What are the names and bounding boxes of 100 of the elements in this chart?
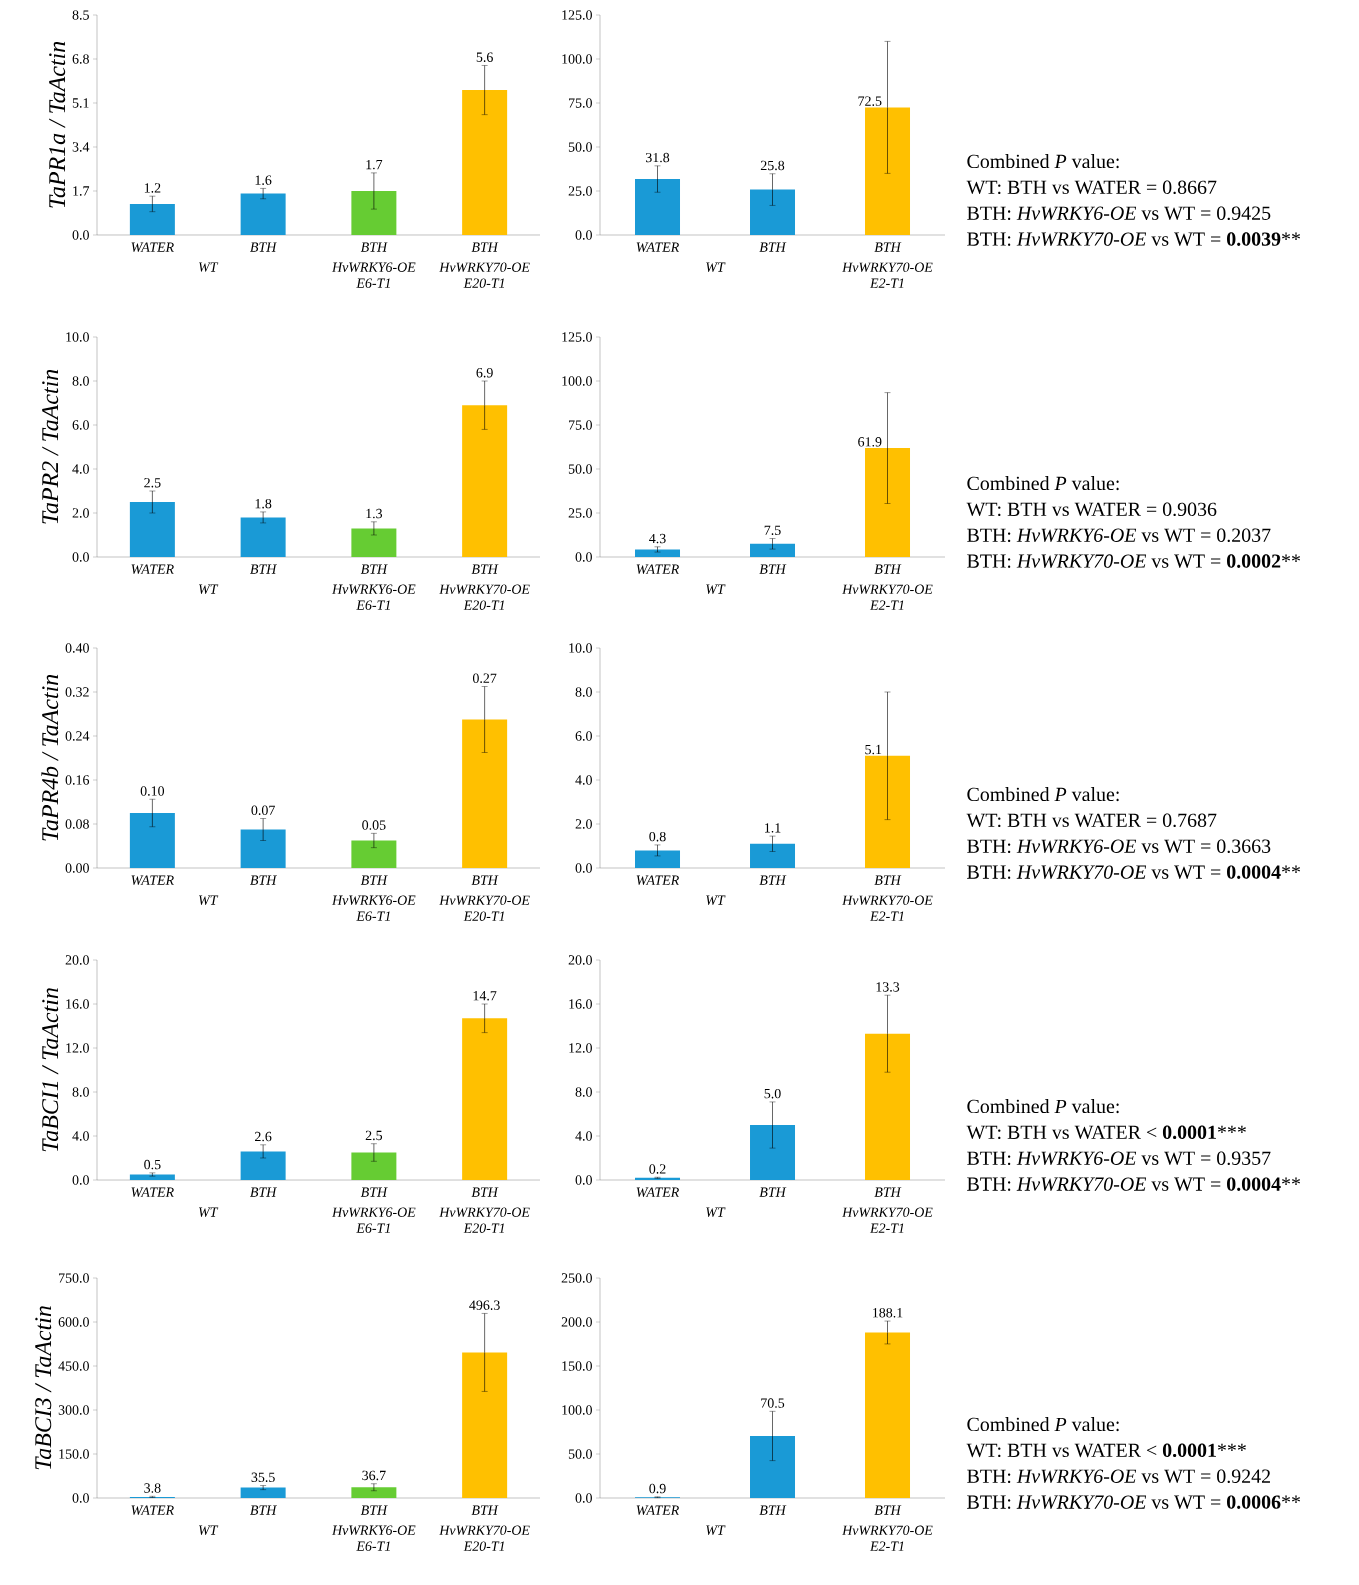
y-tick-label: 0.0 — [575, 552, 592, 562]
y-tick-label: 0.40 — [65, 643, 89, 653]
bar — [351, 191, 397, 235]
y-tick-label: 0.0 — [72, 552, 89, 562]
text: BTH: HvWRKY6-OE vs WT = 0.2037 — [967, 528, 1271, 543]
bar — [462, 719, 508, 869]
y-tick-label: 0.0 — [575, 1175, 592, 1185]
data-label: 3.8 — [144, 1483, 161, 1493]
bar — [750, 189, 796, 235]
x-tick-label: BTH — [471, 1187, 499, 1197]
y-tick-label: 20.0 — [568, 955, 592, 965]
data-label: 0.5 — [144, 1159, 161, 1170]
y-tick-label: 0.0 — [575, 863, 592, 873]
text: WT: BTH vs WATER = 0.7687 — [966, 813, 1217, 828]
text: HvWRKY70-OE E20-T1 — [439, 262, 530, 288]
x-tick-label: BTH — [360, 242, 388, 252]
text: BTH: HvWRKY70-OE vs WT = 0.0039** — [967, 232, 1301, 246]
data-label: 1.2 — [144, 183, 161, 193]
x-tick-label: BTH — [759, 564, 787, 574]
data-label: 36.7 — [362, 1470, 386, 1481]
bar — [462, 90, 508, 235]
x-tick-label: BTH — [759, 1187, 787, 1197]
data-label: 0.10 — [140, 786, 165, 796]
data-label: 35.5 — [251, 1472, 275, 1483]
bar — [750, 543, 796, 558]
text: HvWRKY6-OE E6-T1 — [331, 1207, 416, 1233]
x-tick-label: BTH — [360, 1505, 388, 1515]
y-tick-label: 5.1 — [72, 98, 89, 108]
text: WT: BTH vs WATER < 0.0001*** — [966, 1443, 1246, 1458]
x-tick-label: WATER — [131, 564, 174, 574]
text: Combined P value: — [967, 154, 1119, 169]
data-label: 1.7 — [366, 159, 383, 170]
bar — [635, 850, 681, 869]
y-tick-label: 25.0 — [568, 186, 592, 196]
data-label: 31.8 — [645, 152, 670, 163]
x-tick-label: WATER — [636, 1505, 680, 1515]
x-tick-label: WATER — [636, 242, 680, 252]
x-tick-label: BTH — [250, 1187, 277, 1197]
y-tick-label: 150.0 — [59, 1449, 89, 1459]
text: HvWRKY70-OE E20-T1 — [439, 1525, 530, 1551]
y-tick-label: 4.0 — [72, 464, 89, 474]
text: HvWRKY70-OE E2-T1 — [842, 1207, 933, 1233]
text: HvWRKY70-OE E2-T1 — [842, 262, 933, 288]
text: Combined P value: — [967, 1417, 1119, 1432]
x-tick-label: WATER — [636, 564, 680, 574]
data-label: 5.6 — [476, 52, 493, 62]
y-axis-title: TaPR1a / TaActin — [49, 41, 66, 208]
y-axis-title: TaBCI3 / TaActin — [35, 1306, 52, 1470]
y-tick-label: 8.0 — [72, 1087, 89, 1097]
data-label: 5.0 — [764, 1088, 781, 1099]
text: Combined P value: — [967, 1099, 1119, 1114]
bar — [240, 829, 286, 869]
x-tick-label: WATER — [131, 875, 174, 885]
data-label: 61.9 — [858, 437, 882, 447]
data-label: 188.1 — [873, 1308, 903, 1318]
text: BTH: HvWRKY70-OE vs WT = 0.0002** — [967, 554, 1301, 568]
y-tick-label: 10.0 — [569, 643, 592, 653]
y-tick-label: 4.0 — [575, 775, 592, 785]
x-tick-label: WATER — [131, 1187, 174, 1197]
text: WT — [706, 262, 726, 272]
y-axis-title: TaPR2 / TaActin — [42, 369, 59, 524]
data-label: 0.05 — [362, 820, 386, 830]
x-tick-label: BTH — [250, 875, 277, 885]
y-tick-label: 4.0 — [575, 1131, 592, 1141]
text: HvWRKY6-OE E6-T1 — [331, 584, 416, 610]
text: BTH: HvWRKY6-OE vs WT = 0.3663 — [967, 839, 1271, 854]
text: HvWRKY70-OE E20-T1 — [439, 584, 530, 610]
y-axis-title: TaPR4b / TaActin — [41, 674, 59, 841]
y-tick-label: 200.0 — [561, 1317, 592, 1327]
x-tick-label: WATER — [636, 875, 680, 885]
y-tick-label: 75.0 — [569, 420, 592, 430]
text: WT — [198, 1207, 219, 1217]
x-tick-label: BTH — [874, 242, 902, 252]
y-tick-label: 100.0 — [562, 376, 592, 386]
text: HvWRKY6-OE E6-T1 — [331, 895, 416, 921]
x-tick-label: BTH — [471, 564, 499, 574]
y-tick-label: 16.0 — [66, 999, 89, 1009]
data-label: 0.07 — [251, 805, 275, 815]
bar — [750, 843, 796, 869]
text: WT: BTH vs WATER = 0.8667 — [966, 180, 1217, 195]
data-label: 13.3 — [876, 982, 900, 992]
bar — [129, 1174, 175, 1181]
text: BTH: HvWRKY70-OE vs WT = 0.0004** — [967, 865, 1301, 879]
x-tick-label: BTH — [471, 1505, 499, 1515]
x-tick-label: BTH — [471, 875, 499, 885]
text: WT — [706, 584, 726, 594]
y-tick-label: 0.0 — [575, 1493, 592, 1503]
data-label: 6.9 — [476, 368, 493, 378]
y-tick-label: 0.08 — [65, 819, 89, 829]
x-tick-label: BTH — [874, 564, 902, 574]
y-tick-label: 750.0 — [59, 1273, 89, 1283]
data-label: 2.5 — [365, 1130, 383, 1141]
y-tick-label: 8.5 — [72, 10, 89, 20]
text: HvWRKY6-OE E6-T1 — [331, 262, 416, 288]
text: WT — [198, 895, 219, 905]
bar — [351, 1487, 397, 1499]
data-label: 70.5 — [761, 1398, 785, 1408]
y-tick-label: 450.0 — [58, 1361, 89, 1371]
y-tick-label: 12.0 — [66, 1043, 89, 1053]
y-tick-label: 2.0 — [575, 819, 592, 829]
